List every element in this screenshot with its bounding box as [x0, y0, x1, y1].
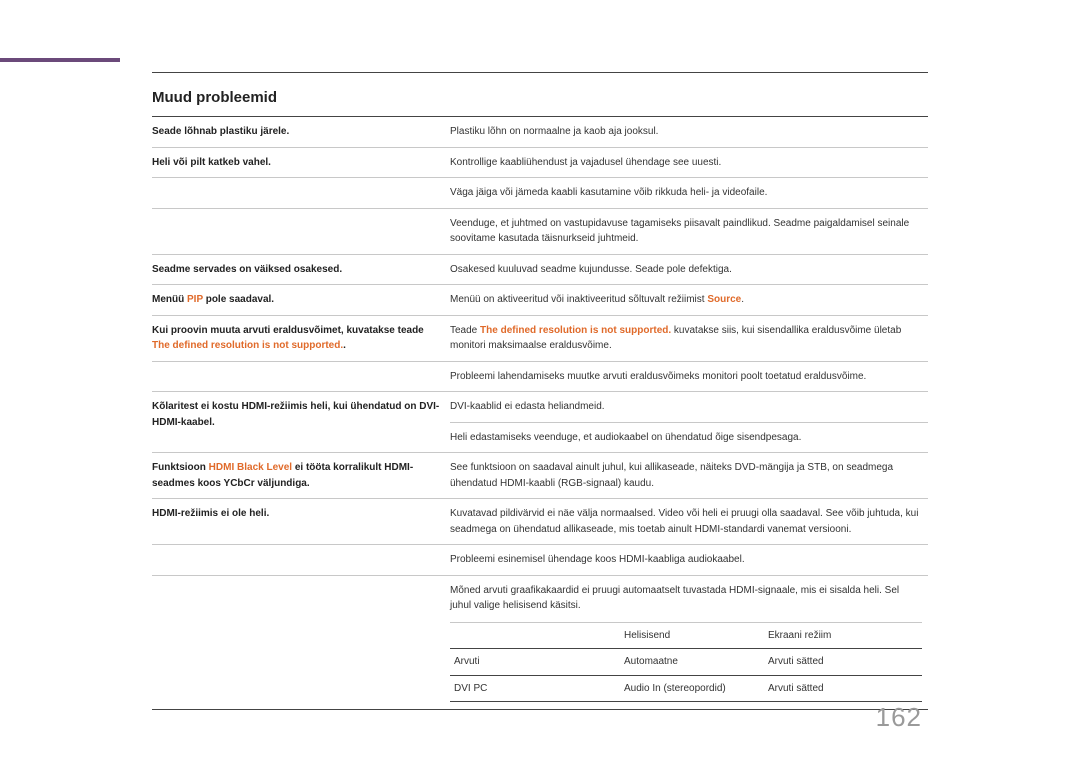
inner-cell: DVI PC: [450, 675, 620, 702]
table-row: Menüü PIP pole saadaval. Menüü on aktive…: [152, 285, 928, 316]
inner-header: Helisisend: [620, 622, 764, 649]
row-desc: Kuvatavad pildivärvid ei näe välja norma…: [450, 499, 928, 545]
row-desc: DVI-kaablid ei edasta heliandmeid.: [450, 392, 928, 423]
table-row: Kui proovin muuta arvuti eraldusvõimet, …: [152, 315, 928, 361]
row-label: Menüü PIP pole saadaval.: [152, 285, 450, 316]
inner-cell: Arvuti sätted: [764, 675, 922, 702]
table-row: Heli või pilt katkeb vahel. Kontrollige …: [152, 147, 928, 178]
table-row: Seade lõhnab plastiku järele. Plastiku l…: [152, 117, 928, 147]
row-desc: Osakesed kuuluvad seadme kujundusse. Sea…: [450, 254, 928, 285]
section-title: Muud probleemid: [152, 89, 928, 106]
table-row: HDMI-režiimis ei ole heli. Kuvatavad pil…: [152, 499, 928, 545]
inner-header: Ekraani režiim: [764, 622, 922, 649]
table-row: Kõlaritest ei kostu HDMI-režiimis heli, …: [152, 392, 928, 423]
row-desc: Probleemi lahendamiseks muutke arvuti er…: [450, 361, 928, 392]
emphasis: HDMI Black Level: [209, 462, 292, 473]
row-label: Kõlaritest ei kostu HDMI-režiimis heli, …: [152, 392, 450, 453]
inner-header: [450, 622, 620, 649]
emphasis: PIP: [187, 294, 203, 305]
row-label: Kui proovin muuta arvuti eraldusvõimet, …: [152, 315, 450, 361]
emphasis: The defined resolution is not supported.: [480, 325, 671, 336]
row-desc: Heli edastamiseks veenduge, et audiokaab…: [450, 422, 928, 453]
page-number: 162: [876, 702, 922, 733]
table-row: Mõned arvuti graafikakaardid ei pruugi a…: [152, 575, 928, 710]
row-desc: Väga jäiga või jämeda kaabli kasutamine …: [450, 178, 928, 209]
row-desc: Mõned arvuti graafikakaardid ei pruugi a…: [450, 575, 928, 710]
emphasis: The defined resolution is not supported.: [152, 340, 343, 351]
inner-cell: Automaatne: [620, 649, 764, 676]
inner-table: Helisisend Ekraani režiim Arvuti Automaa…: [450, 622, 922, 703]
inner-cell: Arvuti sätted: [764, 649, 922, 676]
row-label: Seade lõhnab plastiku järele.: [152, 117, 450, 147]
table-row: Probleemi lahendamiseks muutke arvuti er…: [152, 361, 928, 392]
row-desc: Plastiku lõhn on normaalne ja kaob aja j…: [450, 117, 928, 147]
emphasis: Source: [707, 294, 741, 305]
row-label: HDMI-režiimis ei ole heli.: [152, 499, 450, 545]
row-desc: Kontrollige kaabliühendust ja vajadusel …: [450, 147, 928, 178]
table-row: Probleemi esinemisel ühendage koos HDMI-…: [152, 545, 928, 576]
inner-cell: Audio In (stereopordid): [620, 675, 764, 702]
table-row: Funktsioon HDMI Black Level ei tööta kor…: [152, 453, 928, 499]
table-row: Väga jäiga või jämeda kaabli kasutamine …: [152, 178, 928, 209]
row-label: Funktsioon HDMI Black Level ei tööta kor…: [152, 453, 450, 499]
row-label: Seadme servades on väiksed osakesed.: [152, 254, 450, 285]
row-desc: Probleemi esinemisel ühendage koos HDMI-…: [450, 545, 928, 576]
row-label: Heli või pilt katkeb vahel.: [152, 147, 450, 178]
accent-bar: [0, 58, 120, 62]
table-row: Veenduge, et juhtmed on vastupidavuse ta…: [152, 208, 928, 254]
row-desc: Teade The defined resolution is not supp…: [450, 315, 928, 361]
row-desc: Menüü on aktiveeritud või inaktiveeritud…: [450, 285, 928, 316]
rule-top: [152, 72, 928, 73]
table-row: Seadme servades on väiksed osakesed. Osa…: [152, 254, 928, 285]
row-desc: Veenduge, et juhtmed on vastupidavuse ta…: [450, 208, 928, 254]
row-desc: See funktsioon on saadaval ainult juhul,…: [450, 453, 928, 499]
page-content: Muud probleemid Seade lõhnab plastiku jä…: [0, 0, 1080, 710]
inner-cell: Arvuti: [450, 649, 620, 676]
troubleshoot-table: Seade lõhnab plastiku järele. Plastiku l…: [152, 117, 928, 710]
